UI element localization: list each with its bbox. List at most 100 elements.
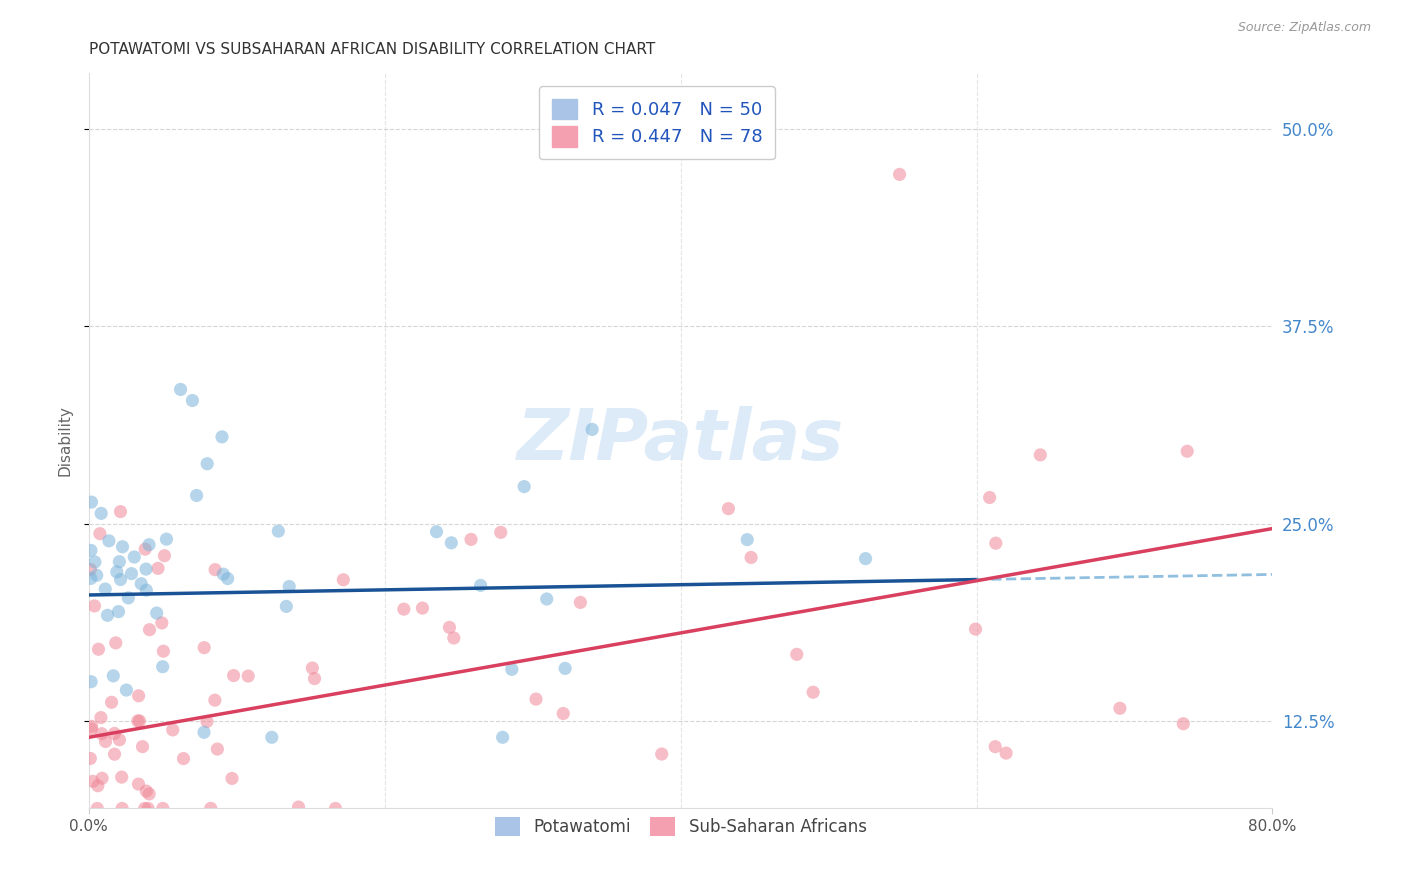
- Point: [204, 563, 226, 577]
- Point: [105, 565, 128, 579]
- Point: [425, 524, 447, 539]
- Point: [90, 727, 112, 741]
- Point: [135, 562, 157, 576]
- Point: [200, 801, 222, 815]
- Point: [786, 648, 808, 662]
- Text: POTAWATOMI VS SUBSAHARAN AFRICAN DISABILITY CORRELATION CHART: POTAWATOMI VS SUBSAHARAN AFRICAN DISABIL…: [89, 42, 655, 57]
- Point: [195, 714, 218, 729]
- Point: [332, 573, 354, 587]
- Point: [79, 751, 101, 765]
- Point: [195, 457, 218, 471]
- Point: [110, 505, 132, 519]
- Point: [287, 800, 309, 814]
- Point: [735, 533, 758, 547]
- Point: [96, 608, 118, 623]
- Point: [193, 640, 215, 655]
- Point: [301, 661, 323, 675]
- Point: [984, 536, 1007, 550]
- Point: [108, 555, 131, 569]
- Point: [80, 543, 103, 558]
- Point: [162, 723, 184, 737]
- Point: [325, 801, 347, 815]
- Point: [103, 669, 125, 683]
- Point: [304, 672, 326, 686]
- Point: [138, 787, 160, 801]
- Point: [995, 746, 1018, 760]
- Point: [186, 488, 208, 502]
- Point: [267, 524, 290, 538]
- Text: Source: ZipAtlas.com: Source: ZipAtlas.com: [1237, 21, 1371, 34]
- Point: [87, 779, 110, 793]
- Point: [979, 491, 1001, 505]
- Point: [212, 567, 235, 582]
- Point: [501, 662, 523, 676]
- Point: [100, 695, 122, 709]
- Point: [83, 555, 105, 569]
- Point: [138, 623, 160, 637]
- Point: [740, 550, 762, 565]
- Point: [80, 571, 103, 585]
- Point: [104, 636, 127, 650]
- Legend: Potawatomi, Sub-Saharan Africans: Potawatomi, Sub-Saharan Africans: [486, 808, 875, 844]
- Point: [1109, 701, 1132, 715]
- Point: [152, 644, 174, 658]
- Point: [207, 742, 229, 756]
- Point: [155, 532, 177, 546]
- Point: [553, 706, 575, 721]
- Point: [146, 561, 169, 575]
- Point: [94, 582, 117, 596]
- Point: [80, 722, 103, 736]
- Point: [89, 526, 111, 541]
- Point: [128, 689, 150, 703]
- Point: [193, 725, 215, 739]
- Point: [117, 591, 139, 605]
- Point: [127, 714, 149, 728]
- Point: [121, 566, 143, 581]
- Point: [82, 774, 104, 789]
- Point: [221, 772, 243, 786]
- Point: [138, 538, 160, 552]
- Point: [855, 551, 877, 566]
- Point: [554, 661, 576, 675]
- Point: [86, 568, 108, 582]
- Y-axis label: Disability: Disability: [58, 405, 72, 476]
- Point: [103, 747, 125, 761]
- Point: [278, 580, 301, 594]
- Point: [128, 777, 150, 791]
- Point: [460, 533, 482, 547]
- Point: [90, 710, 112, 724]
- Point: [513, 480, 536, 494]
- Point: [128, 714, 150, 728]
- Point: [238, 669, 260, 683]
- Point: [107, 605, 129, 619]
- Point: [79, 562, 101, 576]
- Point: [581, 422, 603, 436]
- Point: [111, 801, 134, 815]
- Point: [91, 772, 114, 786]
- Point: [651, 747, 673, 761]
- Point: [115, 683, 138, 698]
- Point: [169, 383, 191, 397]
- Point: [260, 731, 283, 745]
- Point: [439, 620, 461, 634]
- Point: [443, 631, 465, 645]
- Point: [134, 801, 156, 815]
- Point: [134, 542, 156, 557]
- Point: [1029, 448, 1052, 462]
- Point: [103, 726, 125, 740]
- Point: [145, 606, 167, 620]
- Point: [80, 719, 103, 733]
- Point: [889, 168, 911, 182]
- Point: [1175, 444, 1198, 458]
- Point: [122, 549, 145, 564]
- Point: [90, 507, 112, 521]
- Point: [111, 770, 134, 784]
- Point: [131, 739, 153, 754]
- Point: [440, 536, 463, 550]
- Point: [1173, 716, 1195, 731]
- Point: [411, 601, 433, 615]
- Point: [211, 430, 233, 444]
- Point: [801, 685, 824, 699]
- Point: [83, 599, 105, 613]
- Point: [129, 576, 152, 591]
